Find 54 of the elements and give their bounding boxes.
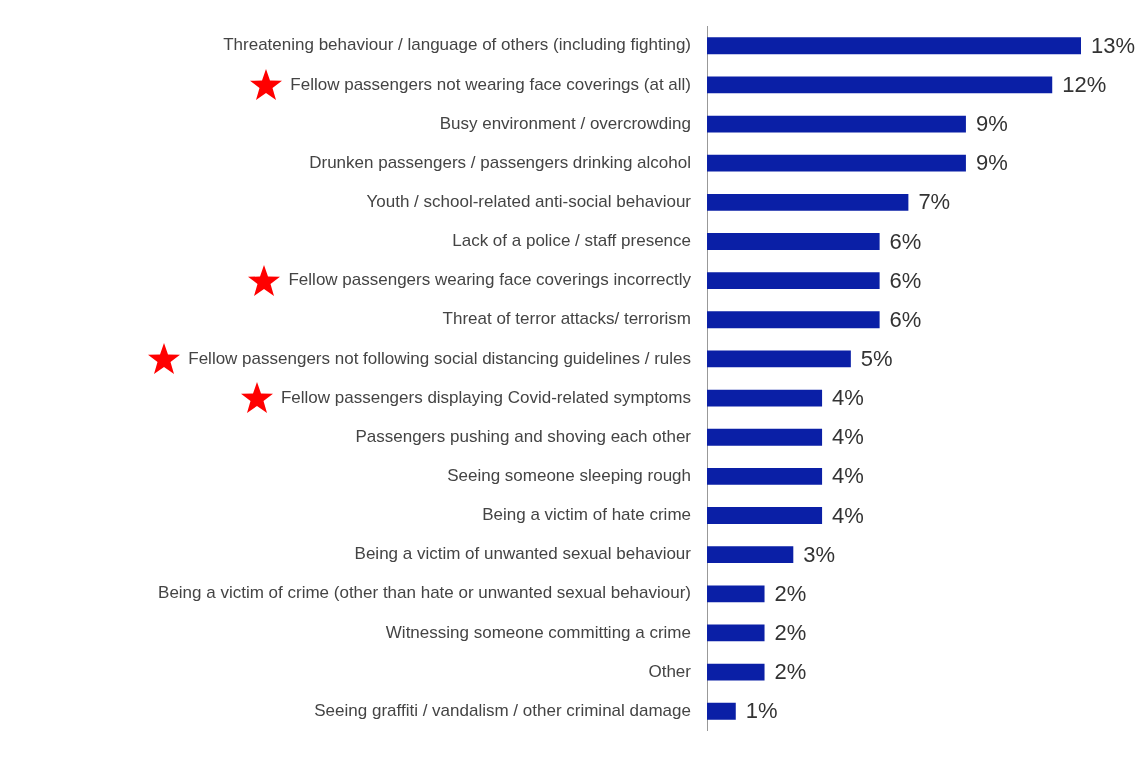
bar [707,37,1081,55]
bar [707,272,880,290]
y-tick-label: Fellow passengers not following social distancing guidelines / rules [188,348,691,368]
y-tick-label: Passengers pushing and shoving each other [355,426,692,446]
data-label: 4% [832,385,864,411]
bar [707,154,966,172]
data-label: 6% [889,267,922,293]
data-label: 4% [832,502,864,528]
data-label: 6% [889,228,922,254]
data-label: 9% [975,150,1008,176]
data-label: 5% [860,345,893,371]
bar [707,233,880,250]
data-label: 4% [832,424,864,450]
bar [707,193,909,211]
bar [707,702,736,720]
data-label: 1% [745,698,778,724]
y-tick-label: Fellow passengers not wearing face coverings (at all) [290,74,691,94]
data-label: 4% [832,463,864,489]
y-tick-label: Threatening behaviour / language of others (including fighting) [223,35,691,55]
y-tick-label: Being a victim of hate crime [482,505,691,525]
bar [707,546,794,564]
bar [707,507,823,524]
data-label: 9% [975,111,1008,137]
data-label: 2% [774,620,807,645]
y-tick-label: Youth / school-related anti-social behaviour [366,192,692,212]
y-tick-label: Lack of a police / staff presence [452,231,691,251]
bar [707,350,851,368]
data-label: 13% [1091,32,1136,58]
bar [707,585,765,603]
data-label: 2% [774,580,807,606]
data-label: 2% [774,659,807,685]
y-tick-label: Threat of terror attacks/ terrorism [442,309,691,329]
y-tick-label: Seeing someone sleeping rough [447,466,691,486]
y-tick-label: Being a victim of unwanted sexual behaviour [354,544,692,564]
bar [707,467,823,485]
y-tick-label: Being a victim of crime (other than hate or unwanted sexual behaviour) [158,583,691,603]
data-label: 6% [889,306,922,332]
y-tick-label: Other [648,661,692,681]
data-label: 3% [803,541,836,567]
y-tick-label: Seeing graffiti / vandalism / other criminal damage [314,700,691,720]
bar [707,389,823,407]
y-tick-label: Fellow passengers wearing face coverings incorrectly [288,270,692,290]
y-tick-label: Fellow passengers displaying Covid-related symptoms [280,387,691,407]
bar [707,311,880,329]
y-tick-label: Drunken passengers / passengers drinking alcohol [309,152,691,172]
bar [707,624,765,642]
y-tick-label: Busy environment / overcrowding [439,113,691,133]
y-tick-label: Witnessing someone committing a crime [385,622,691,642]
data-label: 7% [918,189,951,215]
data-label: 12% [1062,71,1107,97]
bar [707,428,823,446]
bar [707,76,1053,94]
bar [707,115,966,133]
bar [707,663,765,681]
